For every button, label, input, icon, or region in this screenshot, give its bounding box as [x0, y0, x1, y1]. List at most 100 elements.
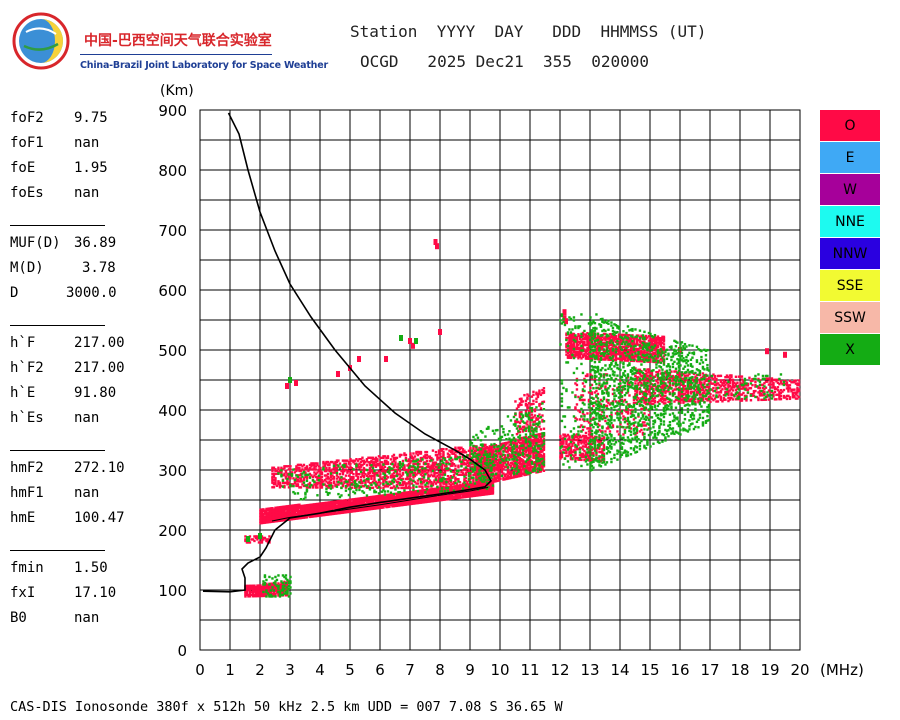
o-trace-point: [380, 501, 384, 505]
o-trace-point: [662, 335, 666, 339]
o-trace-point: [583, 455, 586, 459]
o-trace-point: [418, 489, 421, 493]
o-trace-point: [454, 472, 457, 475]
o-trace-point: [646, 380, 649, 383]
o-trace-point: [617, 345, 621, 348]
o-trace-point: [302, 505, 306, 509]
o-trace-point: [640, 336, 643, 339]
o-trace-point: [436, 497, 439, 501]
o-trace-point: [274, 468, 277, 471]
o-trace-point: [472, 479, 475, 483]
o-trace-point: [383, 504, 387, 507]
o-trace-point: [259, 522, 262, 525]
o-trace-point: [436, 456, 439, 460]
o-trace-point: [296, 474, 300, 477]
o-trace-point: [425, 485, 429, 488]
o-trace-point: [664, 370, 667, 374]
o-trace-point: [421, 492, 424, 495]
o-trace-point: [496, 476, 499, 480]
o-trace-point: [421, 501, 424, 504]
o-trace-point: [590, 459, 594, 462]
o-trace-point: [268, 514, 271, 518]
o-trace-point: [277, 468, 280, 471]
o-trace-point: [425, 450, 429, 454]
o-trace-point: [566, 352, 570, 355]
o-trace-point: [523, 440, 526, 444]
o-trace-point: [646, 355, 649, 359]
o-trace-point: [502, 457, 505, 460]
o-trace-point: [574, 434, 577, 437]
o-trace-point: [335, 506, 339, 509]
o-trace-point: [404, 483, 408, 487]
o-trace-point: [664, 376, 667, 380]
o-trace-point: [476, 492, 480, 496]
o-trace-point: [361, 480, 364, 483]
o-trace-point: [455, 455, 459, 458]
o-trace-point: [296, 484, 300, 488]
o-trace-point: [362, 476, 366, 479]
o-trace-point: [578, 446, 582, 449]
o-trace-point: [572, 335, 576, 339]
o-trace-point: [268, 508, 271, 512]
o-trace-point: [418, 498, 421, 502]
o-trace-point: [427, 488, 430, 491]
o-trace-point: [353, 459, 357, 462]
o-trace-point: [281, 505, 285, 509]
o-trace-point: [310, 509, 313, 512]
o-trace-point: [518, 458, 522, 461]
o-trace-point: [368, 467, 372, 470]
o-trace-point: [626, 359, 630, 362]
o-trace-point: [619, 338, 622, 341]
o-trace-point: [602, 341, 606, 345]
o-trace-point: [514, 460, 517, 464]
o-trace-point: [542, 454, 546, 457]
o-trace-point: [592, 335, 595, 338]
o-trace-point: [289, 507, 292, 511]
o-trace-point: [478, 479, 481, 482]
o-trace-point: [661, 384, 664, 387]
o-trace-point: [305, 477, 309, 480]
o-trace-point: [472, 481, 475, 484]
o-trace-point: [319, 503, 322, 507]
o-trace-point: [319, 471, 322, 474]
o-trace-point: [659, 343, 663, 346]
o-trace-point: [475, 473, 478, 477]
o-trace-point: [395, 492, 399, 495]
o-trace-point: [623, 341, 627, 344]
o-trace-point: [278, 471, 282, 474]
o-trace-point: [274, 481, 277, 484]
o-trace-point: [520, 465, 523, 468]
o-trace-point: [631, 347, 634, 351]
o-trace-point: [419, 490, 423, 494]
o-trace-point: [443, 464, 447, 467]
o-trace-point: [538, 451, 541, 454]
o-trace-point: [283, 465, 286, 468]
o-trace-point: [595, 449, 598, 452]
o-trace-point: [397, 501, 400, 504]
o-trace-point: [541, 463, 544, 467]
o-trace-point: [425, 491, 429, 495]
o-trace-point: [604, 335, 607, 339]
o-trace-point: [463, 492, 466, 496]
o-trace-point: [583, 349, 586, 353]
o-trace-point: [392, 497, 396, 500]
param-value: 100.47: [74, 510, 125, 526]
o-trace-point: [397, 502, 400, 506]
o-trace-point: [337, 504, 340, 507]
o-trace-point: [613, 337, 616, 341]
o-trace-point: [632, 337, 636, 340]
o-trace-point: [358, 509, 361, 512]
o-trace-point: [338, 477, 342, 480]
o-trace-point: [499, 467, 502, 470]
o-trace-point: [602, 437, 606, 441]
o-trace-point: [326, 472, 330, 476]
o-trace-point: [433, 489, 436, 492]
o-trace-point: [416, 479, 420, 482]
o-trace-point: [608, 336, 612, 339]
o-trace-point: [418, 492, 421, 496]
o-trace-point: [605, 337, 609, 340]
o-trace-point: [538, 452, 541, 455]
o-trace-point: [518, 462, 522, 466]
o-trace-point: [302, 510, 306, 513]
o-trace-point: [652, 338, 655, 341]
